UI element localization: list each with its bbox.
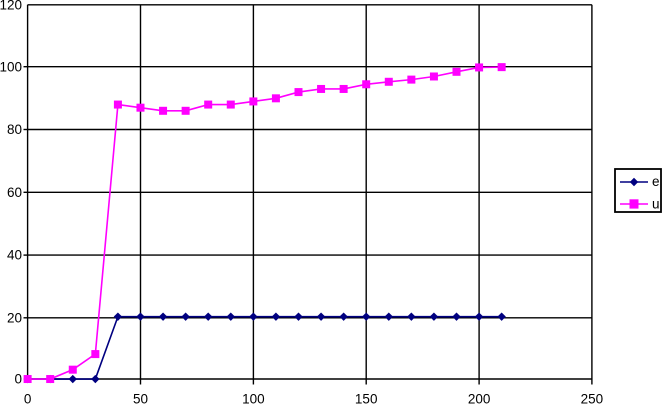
svg-text:150: 150 (355, 392, 378, 407)
svg-text:0: 0 (14, 372, 22, 387)
svg-text:u: u (652, 197, 660, 212)
svg-text:50: 50 (133, 392, 148, 407)
svg-text:80: 80 (7, 122, 22, 137)
svg-text:100: 100 (242, 392, 265, 407)
svg-text:250: 250 (581, 392, 604, 407)
svg-text:100: 100 (0, 59, 22, 74)
svg-text:120: 120 (0, 0, 22, 13)
svg-text:0: 0 (24, 392, 32, 407)
svg-text:200: 200 (468, 392, 491, 407)
svg-text:20: 20 (7, 310, 22, 325)
svg-text:60: 60 (7, 185, 22, 200)
svg-text:e: e (652, 174, 660, 189)
svg-text:40: 40 (7, 248, 22, 263)
